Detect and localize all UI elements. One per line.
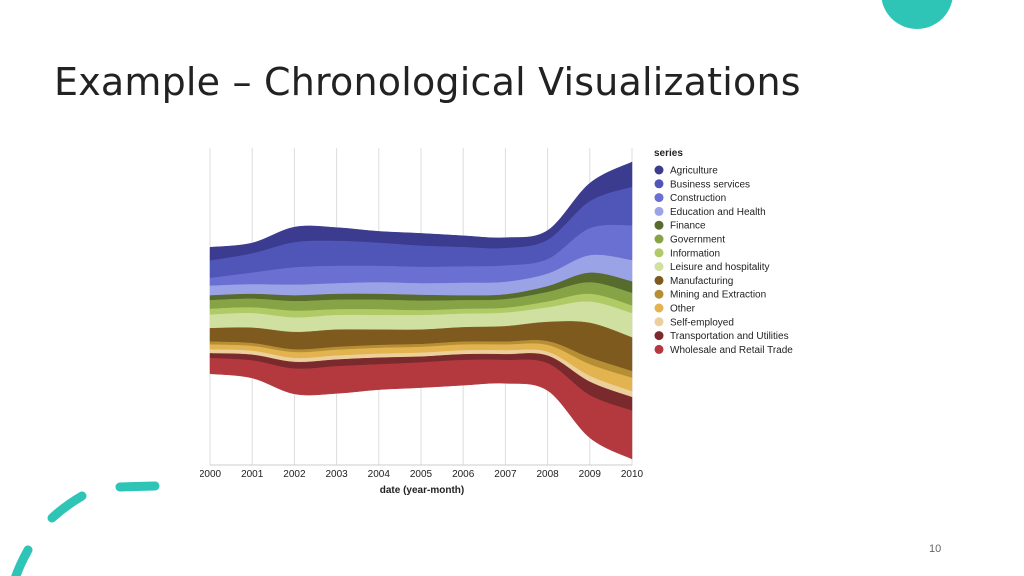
x-tick-label-2003: 2003: [325, 469, 348, 480]
legend-label-business-services: Business services: [670, 179, 750, 190]
x-tick-label-2001: 2001: [241, 469, 264, 480]
x-tick-label-2007: 2007: [494, 469, 517, 480]
legend-label-information: Information: [670, 248, 720, 259]
legend-label-mining-and-extraction: Mining and Extraction: [670, 290, 766, 301]
teal-dash-accent-1: [115, 481, 160, 492]
legend-label-finance: Finance: [670, 221, 706, 232]
page-number: 10: [929, 543, 942, 555]
area-wholesale-and-retail-trade: [209, 357, 633, 460]
legend-swatch-leisure-and-hospitality: [654, 262, 664, 272]
legend-label-other: Other: [670, 304, 696, 315]
legend-label-self-employed: Self-employed: [670, 317, 734, 328]
teal-dash-accent-3: [11, 545, 33, 576]
legend-swatch-education-and-health: [654, 206, 664, 216]
x-tick-label-2008: 2008: [536, 469, 559, 480]
slide-title: Example – Chronological Visualizations: [54, 60, 801, 104]
x-tick-label-2010: 2010: [621, 469, 644, 480]
streamgraph-chart: 2000 2001 2002 2003 2004 2005 2006 2007 2008 2009…: [200, 148, 793, 496]
x-tick-label-2004: 2004: [368, 469, 391, 480]
legend-label-construction: Construction: [670, 193, 726, 204]
legend-swatch-transportation-and-utilities: [654, 331, 664, 341]
teal-dash-accent-2: [47, 491, 87, 523]
legend-label-wholesale-and-retail-trade: Wholesale and Retail Trade: [670, 345, 793, 356]
x-tick-label-2009: 2009: [579, 469, 602, 480]
legend-label-agriculture: Agriculture: [670, 166, 718, 177]
legend-swatch-manufacturing: [654, 275, 664, 285]
legend-title: series: [654, 148, 683, 159]
legend-swatch-information: [654, 248, 664, 258]
legend-swatch-finance: [654, 220, 664, 230]
legend-swatch-other: [654, 303, 664, 313]
x-tick-label-2005: 2005: [410, 469, 433, 480]
legend-swatch-wholesale-and-retail-trade: [654, 344, 664, 354]
legend-swatch-construction: [654, 193, 664, 203]
teal-circle-accent: [881, 0, 953, 29]
legend-swatch-government: [654, 234, 664, 244]
area-layer: [209, 161, 633, 460]
x-tick-label-2002: 2002: [283, 469, 306, 480]
legend-label-education-and-health: Education and Health: [670, 207, 766, 218]
legend-swatch-self-employed: [654, 317, 664, 327]
x-axis-title: date (year-month): [380, 485, 464, 496]
legend-swatch-agriculture: [654, 165, 664, 175]
legend-label-transportation-and-utilities: Transportation and Utilities: [670, 331, 789, 342]
x-tick-label-2006: 2006: [452, 469, 475, 480]
legend: series Agriculture Business services Const…: [654, 148, 793, 356]
legend-swatch-mining-and-extraction: [654, 289, 664, 299]
legend-label-leisure-and-hospitality: Leisure and hospitality: [670, 262, 770, 273]
legend-label-government: Government: [670, 235, 725, 246]
x-axis: 2000 2001 2002 2003 2004 2005 2006 2007 2008 2009…: [200, 469, 644, 480]
x-tick-label-2000: 2000: [200, 469, 222, 480]
legend-swatch-business-services: [654, 179, 664, 189]
legend-label-manufacturing: Manufacturing: [670, 276, 733, 287]
